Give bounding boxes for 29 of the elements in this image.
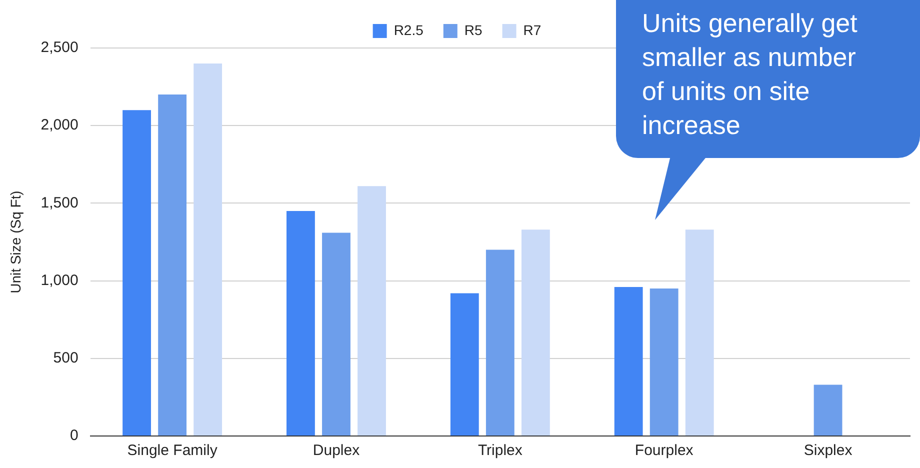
bar [122,110,151,436]
bar [450,293,479,436]
x-tick-label: Fourplex [634,442,694,460]
legend-label: R7 [523,22,542,38]
x-tick-label: Single Family [127,442,218,460]
bar [286,210,315,436]
x-tick-label: Sixplex [804,442,853,460]
y-tick-label: 500 [53,350,78,367]
x-tick-label: Duplex [312,442,360,460]
bar [685,230,714,436]
bar [650,288,678,436]
annotation: Units generally get smaller as number of units on site increase [641,7,858,142]
bar [358,186,386,436]
x-tick-label: Triplex [478,442,523,460]
bar [486,250,514,436]
y-tick-label: 1,500 [40,194,78,212]
bar [521,230,550,436]
legend-label: R2.5 [394,22,424,38]
legend-label: R5 [464,22,482,38]
y-tick-label: 2,000 [40,116,78,134]
y-tick-label: 1,000 [40,272,78,289]
bar [614,287,643,436]
y-tick-label: 2,500 [40,39,78,56]
bar [322,232,350,436]
bar [194,64,222,436]
bar [814,384,842,436]
y-axis-title: Unit Size (Sq Ft) [7,190,24,294]
y-tick-label: 0 [70,427,78,444]
bar [158,94,187,436]
